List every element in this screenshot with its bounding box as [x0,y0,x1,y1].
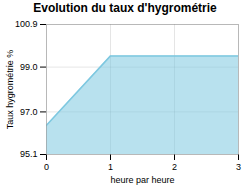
svg-text:1: 1 [108,162,113,172]
html-text:Evolution du taux d'hygrométri: Evolution du taux d'hygrométrie [33,1,217,15]
svg-text:3: 3 [236,162,241,172]
svg-text:97.0: 97.0 [20,107,38,117]
svg-text:heure par heure: heure par heure [110,175,174,185]
svg-text:95.1: 95.1 [20,149,38,159]
svg-text:0: 0 [44,162,49,172]
svg-text:2: 2 [172,162,177,172]
svg-text:99.0: 99.0 [20,62,38,72]
svg-text:Taux hygrométrie %: Taux hygrométrie % [5,50,15,130]
svg-text:100.9: 100.9 [15,19,38,29]
